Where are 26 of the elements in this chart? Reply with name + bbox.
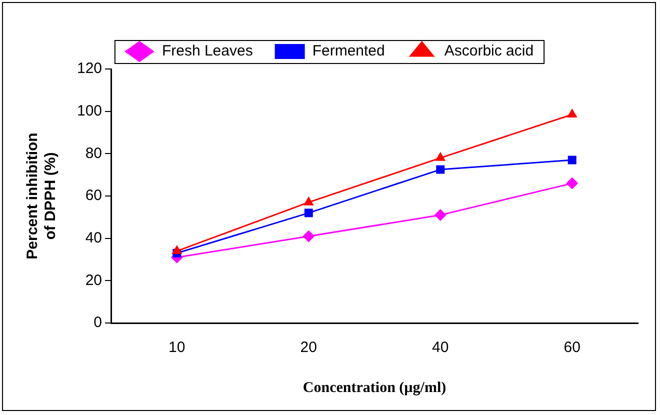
point xyxy=(434,209,446,222)
point xyxy=(568,156,576,164)
x-axis-title: Concentration (µg/ml) xyxy=(302,380,446,396)
point xyxy=(303,196,314,206)
y-tick-label: 100 xyxy=(76,102,102,120)
legend-label: Ascorbic acid xyxy=(444,42,534,60)
x-tick-label: 40 xyxy=(432,339,449,356)
y-tick-label: 80 xyxy=(85,144,102,162)
point xyxy=(435,152,446,161)
y-tick-label: 40 xyxy=(85,229,102,246)
x-tick-label: 60 xyxy=(564,339,580,356)
legend-label: Fermented xyxy=(312,42,385,60)
point xyxy=(566,177,578,190)
point xyxy=(302,230,315,242)
point xyxy=(304,208,313,218)
y-tick-label: 0 xyxy=(94,314,102,332)
x-tick-label: 20 xyxy=(300,339,317,356)
point xyxy=(436,165,445,174)
legend-label: Fresh Leaves xyxy=(162,42,253,60)
point xyxy=(566,108,578,118)
y-axis-title: Percent inhibition of DPPH (%) xyxy=(24,132,60,260)
point xyxy=(172,245,182,254)
y-tick-label: 120 xyxy=(76,60,102,78)
y-tick-label: 20 xyxy=(85,272,102,289)
y-tick-label: 60 xyxy=(85,187,102,204)
x-tick-label: 10 xyxy=(168,339,186,356)
